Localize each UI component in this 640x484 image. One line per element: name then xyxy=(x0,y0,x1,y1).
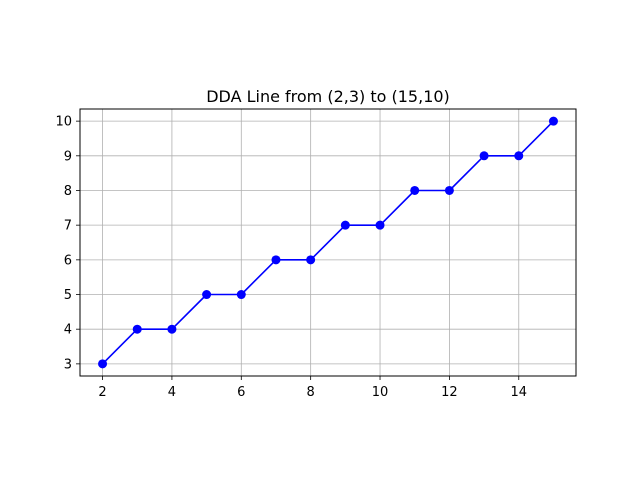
x-tick-label: 6 xyxy=(237,385,245,400)
data-point xyxy=(98,359,108,369)
x-tick-label: 12 xyxy=(441,385,458,400)
y-tick-label: 6 xyxy=(64,253,72,268)
data-point xyxy=(410,185,420,195)
data-point xyxy=(479,151,489,161)
plot-area-frame xyxy=(79,108,577,377)
data-point xyxy=(236,290,246,300)
x-tick-label: 10 xyxy=(372,385,389,400)
data-point xyxy=(340,220,350,230)
data-point xyxy=(375,220,385,230)
ticks-layer: 2 4 6 8 10 12 14 3 4 5 6 7 8 9 10 xyxy=(55,115,527,400)
data-point xyxy=(202,290,212,300)
x-tick-label: 2 xyxy=(98,385,106,400)
x-tick-label: 4 xyxy=(168,385,176,400)
y-tick-label: 7 xyxy=(64,219,72,234)
y-tick-label: 9 xyxy=(64,149,72,164)
x-tick-label: 14 xyxy=(510,385,527,400)
y-tick-label: 4 xyxy=(64,323,72,338)
y-tick-label: 8 xyxy=(64,184,72,199)
data-point xyxy=(271,255,281,265)
data-point xyxy=(306,255,316,265)
x-tick-label: 8 xyxy=(307,385,315,400)
y-tick-label: 5 xyxy=(64,288,72,303)
data-point xyxy=(132,324,142,334)
data-point xyxy=(514,151,524,161)
data-point xyxy=(167,324,177,334)
series-layer xyxy=(98,116,558,369)
data-point xyxy=(548,116,558,126)
data-point xyxy=(444,185,454,195)
y-tick-label: 3 xyxy=(64,357,72,372)
chart-title: DDA Line from (2,3) to (15,10) xyxy=(206,87,450,106)
y-tick-label: 10 xyxy=(55,115,72,130)
series-line xyxy=(101,120,555,365)
